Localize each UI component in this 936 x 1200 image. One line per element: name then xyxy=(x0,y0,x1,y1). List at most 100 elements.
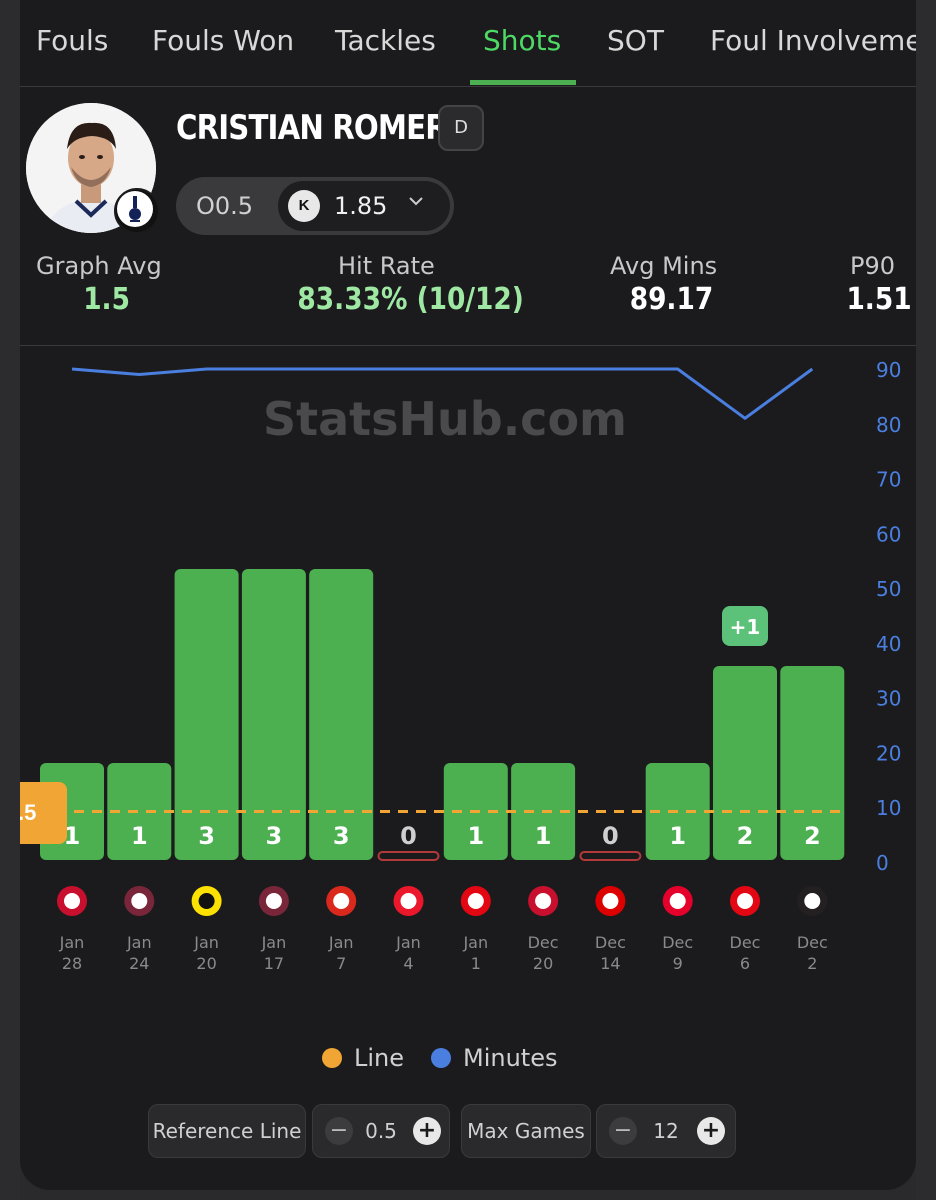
annotation-label: +1 xyxy=(730,615,761,639)
shot-bar xyxy=(309,569,374,860)
west-ham-icon xyxy=(258,886,289,916)
bar-value-label: 3 xyxy=(333,822,350,850)
sportsbook-logo-icon: K xyxy=(288,190,320,222)
date-month-label: Dec xyxy=(528,933,559,952)
section-divider xyxy=(20,345,916,346)
device-edge-right xyxy=(916,0,936,1200)
date-month-label: Jan xyxy=(126,933,152,952)
date-day-label: 1 xyxy=(471,954,481,973)
reference-line-decrement-button[interactable]: − xyxy=(325,1117,353,1145)
y-axis-tick-label: 50 xyxy=(876,577,901,601)
tab-tackles[interactable]: Tackles xyxy=(335,24,436,57)
reference-line-increment-button[interactable]: + xyxy=(413,1117,441,1145)
newcastle-icon xyxy=(797,886,828,916)
tab-foul-involvement[interactable]: Foul Involveme xyxy=(710,24,916,57)
y-axis-tick-label: 40 xyxy=(876,632,901,656)
tab-shots[interactable]: Shots xyxy=(483,24,562,57)
date-month-label: Jan xyxy=(328,933,354,952)
p90-label: P90 xyxy=(850,252,896,280)
date-day-label: 17 xyxy=(264,954,284,973)
line-legend-dot xyxy=(322,1048,342,1068)
max-games-stepper: 12 − + xyxy=(596,1104,736,1158)
bar-value-label: 3 xyxy=(266,822,283,850)
bar-value-label: 2 xyxy=(804,822,821,850)
legend-minutes: Minutes xyxy=(431,1044,557,1074)
y-axis-tick-label: 80 xyxy=(876,413,901,437)
annotation-badge xyxy=(722,606,768,646)
date-month-label: Jan xyxy=(261,933,287,952)
odds-price: 1.85 xyxy=(334,192,388,220)
player-avatar xyxy=(26,103,156,233)
date-day-label: 24 xyxy=(129,954,149,973)
active-tab-indicator xyxy=(470,80,576,85)
legend-line-label: Line xyxy=(354,1044,405,1072)
bar-value-label: 1 xyxy=(131,822,148,850)
date-day-label: 20 xyxy=(196,954,216,973)
odds-selector[interactable]: O0.5 K 1.85 xyxy=(176,177,454,235)
eintracht-frankfurt-icon xyxy=(57,886,87,916)
stat-tabs: Fouls Fouls Won Tackles Shots SOT Foul I… xyxy=(20,0,916,87)
avg-mins-label: Avg Mins xyxy=(610,252,718,280)
bar-value-label: 1 xyxy=(535,822,552,850)
hit-rate-label: Hit Rate xyxy=(338,252,435,280)
date-month-label: Dec xyxy=(595,933,626,952)
chevron-down-icon xyxy=(406,191,426,217)
date-day-label: 2 xyxy=(807,954,817,973)
shot-bar xyxy=(107,763,172,860)
date-month-label: Jan xyxy=(193,933,219,952)
player-photo-icon xyxy=(26,103,156,233)
device-edge-left xyxy=(0,0,20,1200)
date-day-label: 6 xyxy=(740,954,750,973)
reference-line-label-box: Reference Line xyxy=(148,1104,306,1158)
shots-chart: 1 1 3 3 3 0 1 1 0 1 2 2+19080706050403020100Jan28Ja… xyxy=(20,358,901,973)
bar-value-label: 2 xyxy=(737,822,754,850)
y-axis-tick-label: 60 xyxy=(876,522,901,546)
minutes-legend-dot xyxy=(431,1048,451,1068)
stats-panel: Fouls Fouls Won Tackles Shots SOT Foul I… xyxy=(20,0,916,1190)
reference-line-tag: .5 xyxy=(20,782,67,844)
shot-bar-zero xyxy=(377,851,440,861)
date-day-label: 28 xyxy=(62,954,82,973)
date-month-label: Dec xyxy=(730,933,761,952)
date-day-label: 7 xyxy=(336,954,346,973)
date-month-label: Jan xyxy=(462,933,488,952)
tab-fouls[interactable]: Fouls xyxy=(36,24,109,57)
bar-value-label: 0 xyxy=(602,822,619,850)
max-games-increment-button[interactable]: + xyxy=(697,1117,725,1145)
bar-value-label: 3 xyxy=(198,822,215,850)
date-month-label: Jan xyxy=(395,933,421,952)
max-games-label-box: Max Games xyxy=(461,1104,591,1158)
reference-line-stepper: 0.5 − + xyxy=(312,1104,450,1158)
date-day-label: 14 xyxy=(600,954,620,973)
burnley-icon xyxy=(124,886,155,916)
hit-rate-value: 83.33% (10/12) xyxy=(297,282,524,317)
graph-avg-value: 1.5 xyxy=(83,282,130,317)
brentford-icon xyxy=(460,886,491,916)
tab-sot[interactable]: SOT xyxy=(607,24,664,57)
max-games-decrement-button[interactable]: − xyxy=(609,1117,637,1145)
nottingham-forest-icon xyxy=(595,886,626,916)
y-axis-tick-label: 30 xyxy=(876,687,901,711)
bournemouth-icon xyxy=(326,886,357,916)
date-day-label: 4 xyxy=(403,954,413,973)
date-day-label: 20 xyxy=(533,954,553,973)
date-month-label: Dec xyxy=(662,933,693,952)
p90-value: 1.51 xyxy=(846,282,912,317)
position-badge: D xyxy=(438,105,484,151)
slavia-praha-icon xyxy=(662,886,693,916)
y-axis-tick-label: 70 xyxy=(876,468,901,492)
minutes-line xyxy=(71,367,814,421)
avg-mins-value: 89.17 xyxy=(629,282,714,317)
max-games-value: 12 xyxy=(653,1119,679,1143)
player-name: CRISTIAN ROMERO xyxy=(176,108,472,148)
odds-dropdown[interactable]: K 1.85 xyxy=(278,181,450,231)
date-day-label: 9 xyxy=(673,954,683,973)
date-month-label: Dec xyxy=(797,933,828,952)
brentford-icon xyxy=(730,886,760,916)
tottenham-badge-icon xyxy=(114,188,160,234)
date-month-label: Jan xyxy=(59,933,85,952)
max-games-label: Max Games xyxy=(467,1119,585,1143)
shot-bar-zero xyxy=(579,851,642,861)
tab-fouls-won[interactable]: Fouls Won xyxy=(152,24,295,57)
y-axis-tick-label: 10 xyxy=(876,796,901,820)
